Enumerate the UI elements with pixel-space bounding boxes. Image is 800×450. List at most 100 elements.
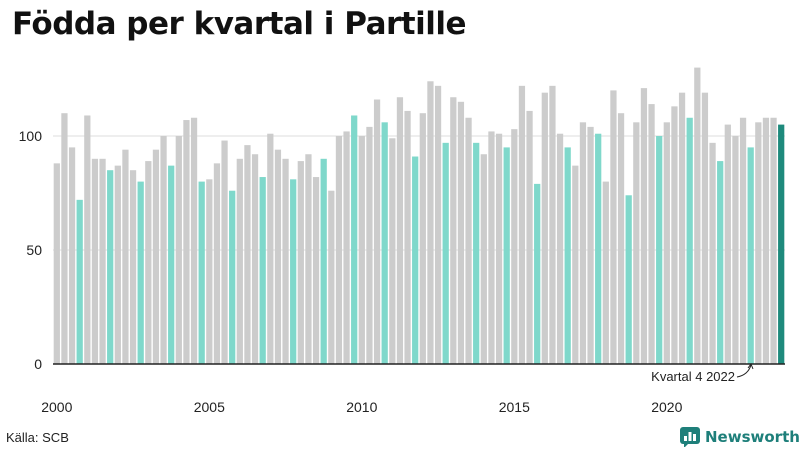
newsworthy-logo-icon (680, 427, 700, 447)
bar-2008-q3 (312, 177, 320, 364)
bar-2010-q3 (373, 99, 381, 365)
bar-2021-q2 (701, 92, 709, 365)
x-tick-label-2010: 2010 (346, 399, 377, 415)
bar-2012-q1 (419, 113, 426, 364)
bar-2011-q4 (412, 156, 419, 364)
bar-2001-q3 (99, 158, 106, 364)
bar-2020-q1 (663, 122, 670, 364)
bar-2004-q4 (198, 181, 205, 364)
bar-2003-q1 (145, 161, 152, 364)
bar-2004-q1 (175, 136, 182, 364)
bar-2000-q3 (68, 147, 76, 364)
bar-2007-q2 (274, 149, 282, 364)
bar-2006-q1 (236, 158, 243, 364)
bar-2022-q2 (732, 136, 739, 364)
bar-2023-q1 (755, 122, 762, 364)
bar-2023-q2 (762, 117, 770, 364)
bar-2019-q2 (640, 88, 648, 365)
bar-2016-q2 (549, 85, 556, 364)
bar-2004-q3 (190, 117, 198, 364)
bar-2009-q2 (335, 136, 343, 364)
bar-2016-q4 (564, 147, 571, 364)
bar-2000-q1 (53, 163, 60, 364)
bar-2017-q4 (595, 133, 602, 364)
bar-2017-q3 (587, 126, 594, 364)
bar-2017-q1 (572, 165, 579, 364)
bar-2009-q3 (343, 131, 350, 364)
y-tick-label-100: 100 (19, 128, 43, 144)
bar-2014-q2 (488, 131, 495, 364)
bar-2018-q4 (625, 195, 632, 364)
annotation: Kvartal 4 2022 (651, 362, 754, 384)
bar-2015-q2 (518, 85, 526, 364)
bar-2021-q1 (694, 67, 701, 364)
bar-2003-q2 (152, 149, 160, 364)
x-tick-label-2000: 2000 (41, 399, 72, 415)
bar-2005-q1 (206, 179, 213, 364)
brand-name: Newsworthy (705, 428, 800, 446)
bar-2011-q3 (404, 110, 411, 364)
bar-2020-q3 (678, 92, 686, 365)
bar-2002-q1 (114, 165, 121, 364)
bar-2015-q4 (534, 183, 541, 364)
gridlines (53, 135, 785, 251)
bar-2018-q1 (602, 181, 609, 364)
bar-2008-q2 (305, 154, 312, 364)
bar-2012-q2 (427, 81, 434, 364)
bar-2007-q1 (267, 133, 274, 364)
bar-2013-q1 (450, 97, 457, 365)
x-tick-label-2005: 2005 (194, 399, 225, 415)
y-tick-label-0: 0 (34, 356, 42, 372)
bar-2015-q3 (526, 110, 533, 364)
bar-2008-q1 (297, 161, 304, 364)
bar-2017-q2 (579, 122, 587, 364)
bar-2013-q3 (465, 117, 472, 364)
bar-2002-q4 (137, 181, 144, 364)
bar-2019-q1 (633, 122, 640, 364)
bar-2022-q3 (739, 117, 747, 364)
bar-2011-q1 (389, 138, 396, 364)
bar-2015-q1 (511, 129, 518, 364)
bar-2023-q3 (770, 117, 777, 364)
bar-2004-q2 (183, 120, 190, 364)
annotation-arrowhead (747, 362, 754, 370)
bar-2021-q4 (717, 161, 724, 364)
bar-2010-q1 (358, 136, 365, 364)
bar-2012-q4 (442, 142, 449, 364)
bar-2016-q1 (541, 92, 548, 365)
bar-2005-q2 (213, 163, 221, 364)
bar-2014-q4 (503, 147, 510, 364)
bar-2021-q3 (709, 142, 716, 364)
bar-2022-q1 (724, 124, 731, 364)
bar-2002-q2 (122, 149, 129, 364)
x-tick-label-2020: 2020 (651, 399, 682, 415)
bar-2006-q3 (251, 154, 259, 364)
bar-2001-q1 (84, 115, 91, 364)
bar-2006-q4 (259, 177, 266, 364)
bar-2009-q1 (328, 190, 335, 364)
bar-2005-q4 (229, 190, 236, 364)
bar-2006-q2 (244, 145, 251, 364)
bar-2007-q4 (290, 179, 297, 364)
bar-2000-q4 (76, 199, 83, 364)
bar-2014-q3 (495, 133, 503, 364)
bar-2007-q3 (282, 158, 289, 364)
bar-2003-q4 (168, 165, 175, 364)
source-label: Källa: SCB (6, 430, 69, 445)
chart-title: Födda per kvartal i Partille (12, 6, 467, 42)
bar-2005-q3 (221, 140, 228, 364)
x-axis-labels: 2000 2005 2010 2015 2020 (41, 399, 682, 415)
bar-2012-q3 (434, 85, 442, 364)
bar-2013-q2 (457, 101, 465, 365)
bar-2022-q4 (747, 147, 754, 364)
y-axis-labels: 0 50 100 (19, 128, 43, 372)
bars (53, 67, 785, 365)
bar-2018-q3 (617, 113, 625, 364)
bar-2014-q1 (480, 154, 487, 364)
bar-2020-q2 (671, 106, 678, 365)
annotation-arrow (736, 364, 752, 378)
bar-2000-q2 (61, 113, 68, 364)
bar-2011-q2 (396, 97, 404, 365)
bar-2013-q4 (473, 142, 480, 364)
